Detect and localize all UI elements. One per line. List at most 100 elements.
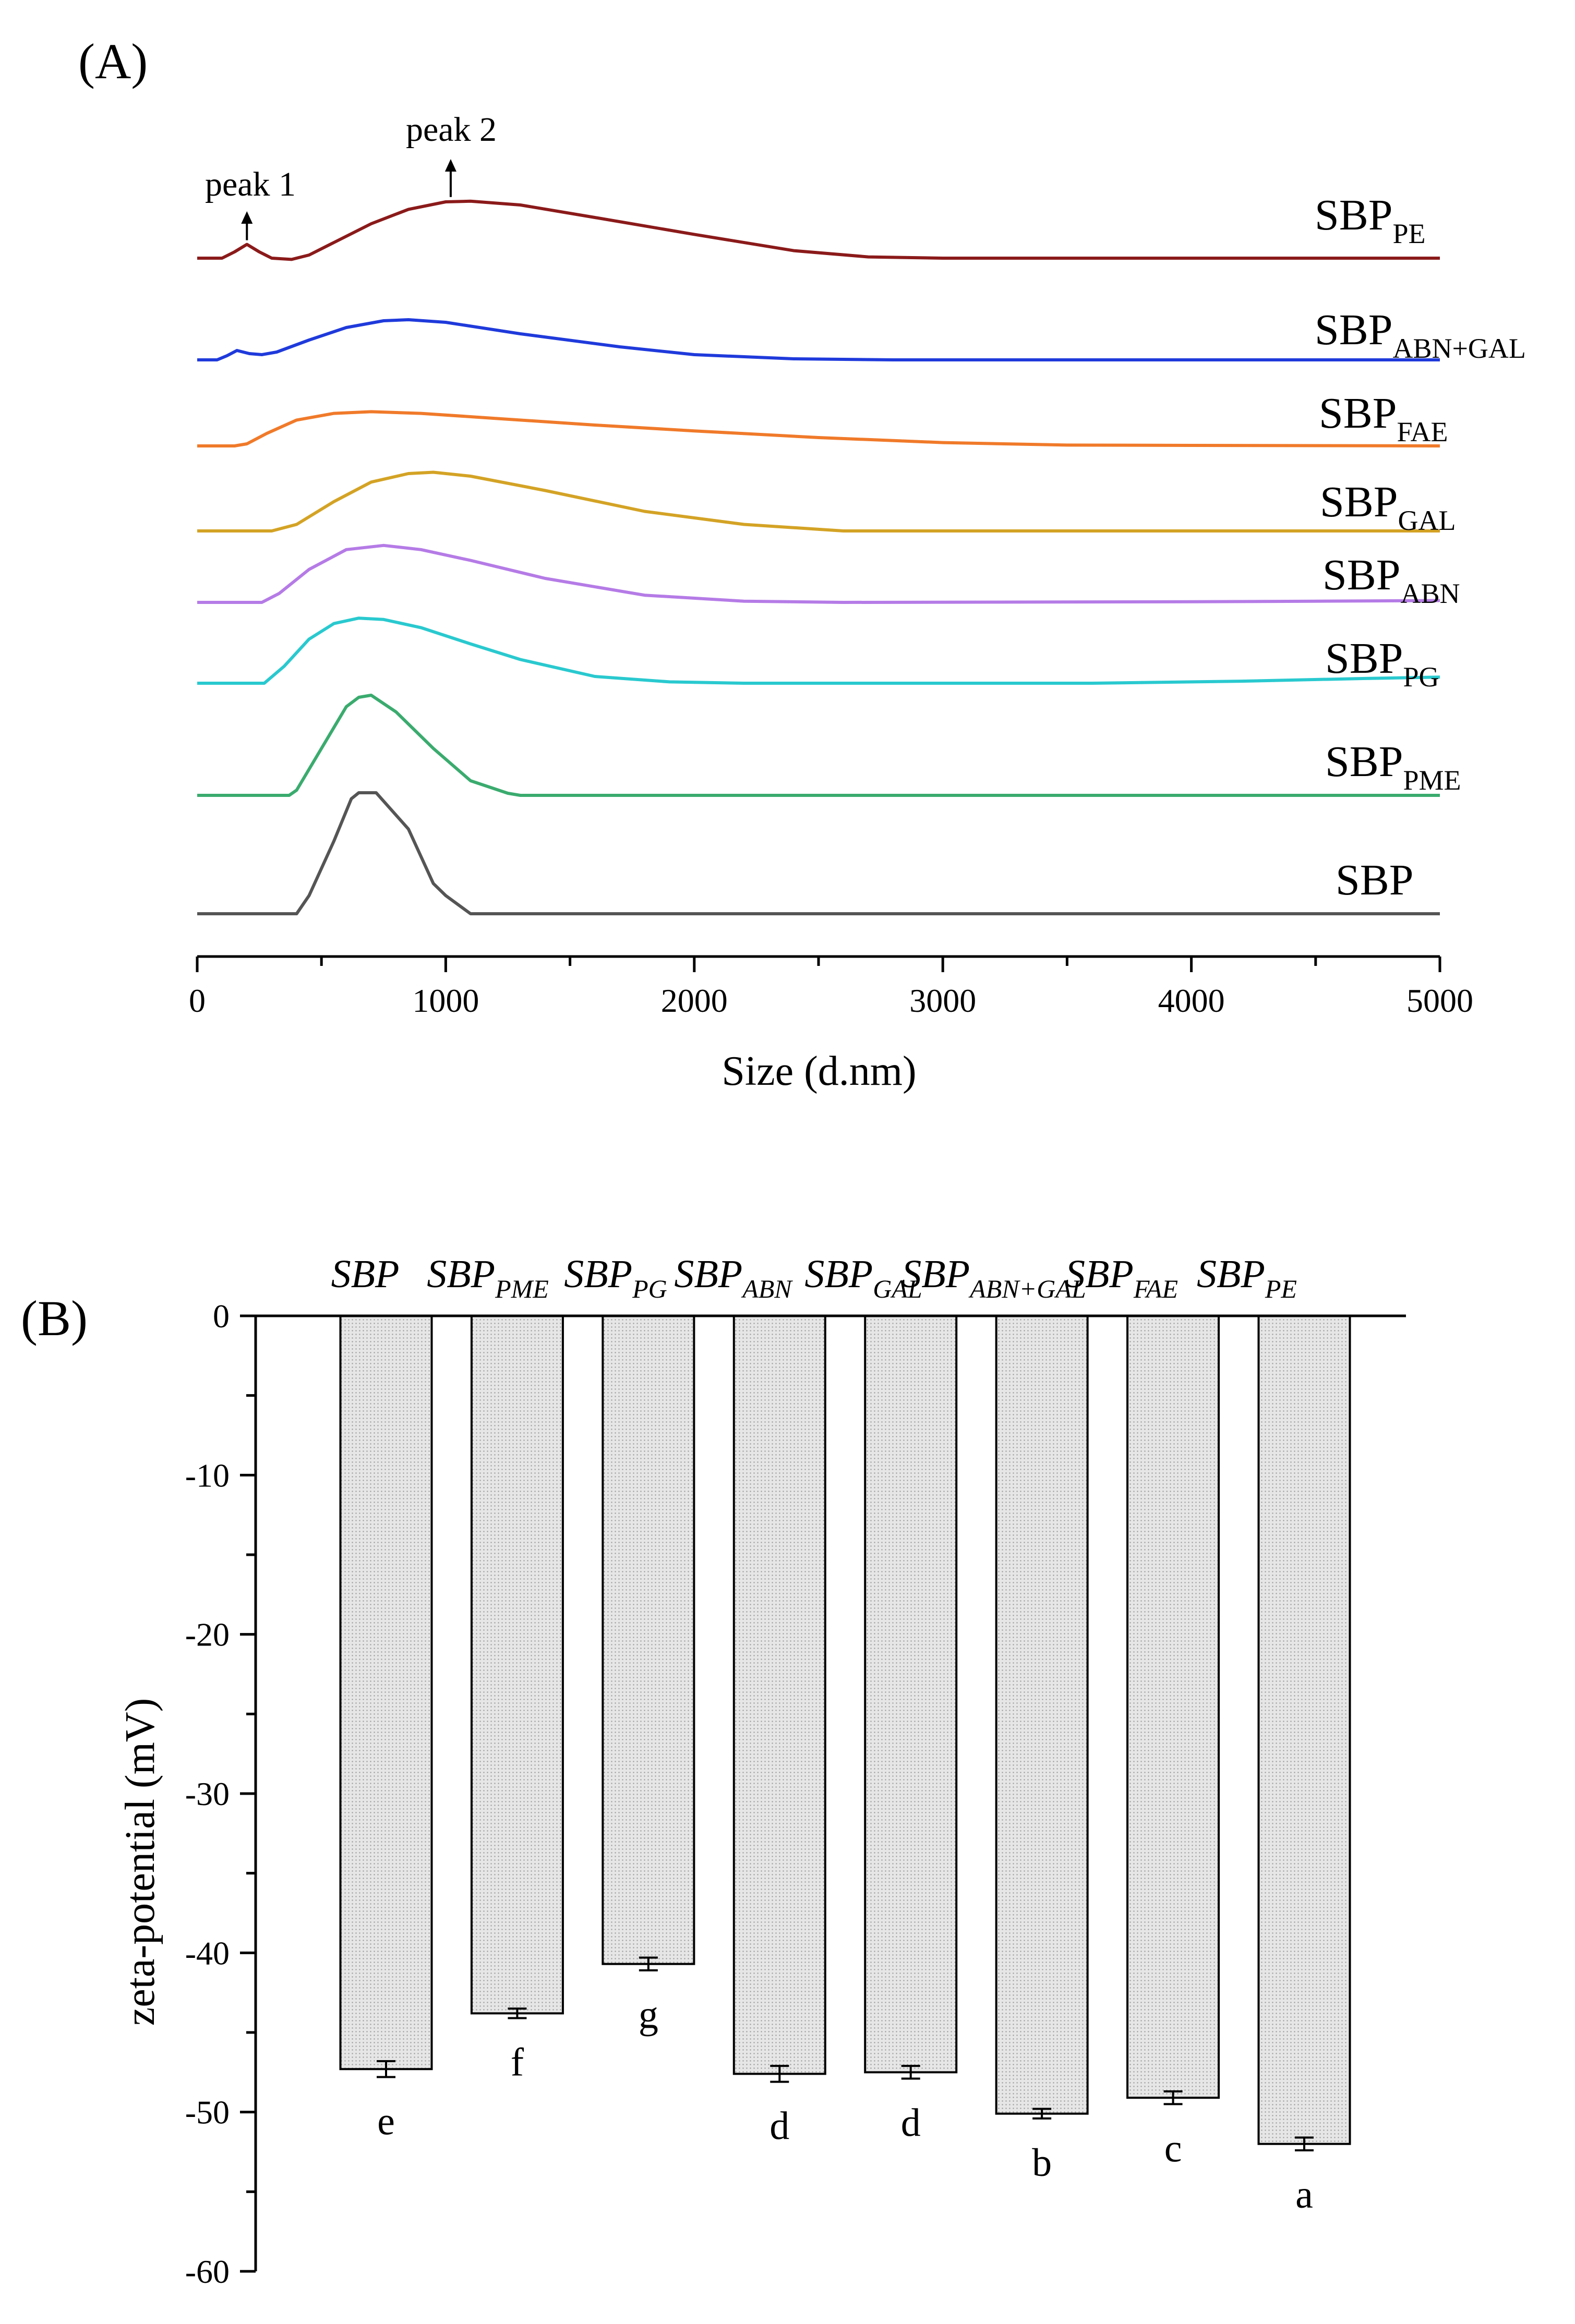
category-label-pme: SBPPME: [427, 1252, 549, 1303]
curve-label-fae-sub: FAE: [1397, 416, 1448, 447]
significance-letter: e: [377, 2099, 395, 2143]
category-label-abn-gal-base: SBP: [901, 1252, 970, 1296]
x-tick-label: 3000: [909, 982, 976, 1019]
peak-2-label: peak 2: [406, 111, 497, 149]
panel-a-curves: [197, 199, 1440, 915]
bar-pe: [1257, 1315, 1351, 2145]
peak-1-arrow-head: [241, 211, 253, 224]
curve-abn: [197, 543, 1440, 604]
category-label-pme-base: SBP: [427, 1252, 495, 1296]
x-tick-label: 0: [189, 982, 206, 1019]
panel-b-bars: [339, 1315, 1351, 2151]
y-tick-label: -50: [185, 2094, 230, 2131]
bar-sbp: [339, 1315, 433, 2071]
curve-abn-gal: [197, 318, 1440, 361]
curve-label-gal: SBPGAL: [1320, 478, 1456, 536]
category-label-pme-sub: PME: [495, 1274, 549, 1303]
category-label-pe-base: SBP: [1197, 1252, 1265, 1296]
curve-label-abn-gal-base: SBP: [1315, 306, 1392, 354]
curve-label-pe: SBPPE: [1315, 191, 1426, 249]
panel-b-significance-letters: e f g d d b c a: [377, 1993, 1313, 2217]
panel-a-x-axis: 0 1000 2000 3000 4000 5000: [189, 955, 1473, 1019]
curve-sbp: [197, 791, 1440, 915]
category-label-abn-base: SBP: [674, 1252, 742, 1296]
curve-label-fae: SBPFAE: [1319, 389, 1448, 447]
significance-letter: c: [1164, 2126, 1182, 2170]
curve-label-abn-base: SBP: [1322, 551, 1400, 599]
category-label-abn-gal-sub: ABN+GAL: [968, 1274, 1086, 1303]
curve-label-fae-base: SBP: [1319, 389, 1397, 438]
y-tick-label: -60: [185, 2253, 230, 2290]
curve-label-pe-base: SBP: [1315, 191, 1392, 239]
curve-label-gal-sub: GAL: [1398, 505, 1456, 536]
curve-pg: [197, 616, 1440, 685]
curve-label-pe-sub: PE: [1392, 218, 1425, 249]
panel-b-y-axis-title: zeta-potential (mV): [117, 1698, 163, 2026]
curve-pe: [197, 199, 1440, 261]
panel-a-label: (A): [78, 33, 148, 89]
curve-pme: [197, 694, 1440, 797]
bar-abn-gal: [995, 1315, 1089, 2115]
panel-b-axes: 0 -10 -20 -30 -40 -50 -60: [185, 1298, 1406, 2290]
curve-gal: [197, 470, 1440, 532]
category-label-pg-base: SBP: [564, 1252, 632, 1296]
y-tick-label: 0: [213, 1298, 230, 1335]
curve-label-abn-sub: ABN: [1400, 578, 1460, 609]
category-label-fae-sub: FAE: [1133, 1274, 1178, 1303]
category-label-abn: SBPABN: [674, 1252, 793, 1303]
x-tick-label: 4000: [1158, 982, 1225, 1019]
y-tick-label: -40: [185, 1934, 230, 1971]
x-tick-label: 5000: [1406, 982, 1473, 1019]
category-label-gal: SBPGAL: [804, 1252, 922, 1303]
panel-a-curve-labels: SBPPESBPABN+GALSBPFAESBPGALSBPABNSBPPGSB…: [1315, 191, 1526, 904]
curve-label-pme: SBPPME: [1325, 737, 1461, 796]
significance-letter: a: [1295, 2173, 1313, 2217]
category-label-sbp: SBP: [331, 1252, 400, 1296]
curve-label-abn-gal: SBPABN+GAL: [1315, 306, 1526, 364]
significance-letter: f: [511, 2041, 524, 2085]
category-label-sbp-base: SBP: [331, 1252, 400, 1296]
peak-2-arrow-head: [444, 159, 456, 172]
category-label-gal-sub: GAL: [873, 1274, 922, 1303]
category-label-abn-sub: ABN: [741, 1274, 793, 1303]
category-label-pg: SBPPG: [564, 1252, 667, 1303]
bar-abn: [732, 1315, 826, 2075]
significance-letter: d: [770, 2104, 789, 2148]
bar-pg: [602, 1315, 695, 1965]
curve-label-sbp: SBP: [1336, 856, 1413, 904]
category-label-fae-base: SBP: [1065, 1252, 1134, 1296]
x-tick-label: 2000: [661, 982, 728, 1019]
curve-label-pg-base: SBP: [1325, 634, 1403, 683]
curve-label-sbp-base: SBP: [1336, 856, 1413, 904]
bar-gal: [864, 1315, 958, 2074]
curve-fae: [197, 410, 1440, 447]
category-label-abn-gal: SBPABN+GAL: [901, 1252, 1086, 1303]
category-label-pg-sub: PG: [632, 1274, 667, 1303]
x-tick-label: 1000: [412, 982, 479, 1019]
curve-label-pg-sub: PG: [1403, 661, 1439, 693]
curve-label-abn-gal-sub: ABN+GAL: [1392, 333, 1525, 364]
panel-a: (A) SBPPESBPABN+GALSBPFAESBPGALSBPABNSBP…: [78, 33, 1526, 1094]
curve-label-abn: SBPABN: [1322, 551, 1460, 609]
significance-letter: d: [901, 2101, 921, 2145]
category-label-pe: SBPPE: [1197, 1252, 1297, 1303]
panel-a-x-axis-title: Size (d.nm): [722, 1048, 916, 1094]
category-label-gal-base: SBP: [804, 1252, 873, 1296]
y-tick-label: -30: [185, 1775, 230, 1812]
curve-label-pg: SBPPG: [1325, 634, 1439, 693]
significance-letter: b: [1032, 2141, 1052, 2185]
category-label-fae: SBPFAE: [1065, 1252, 1178, 1303]
bar-fae: [1126, 1315, 1220, 2099]
peak-1-label: peak 1: [205, 165, 296, 203]
curve-label-gal-base: SBP: [1320, 478, 1398, 526]
bar-pme: [470, 1315, 564, 2015]
y-tick-label: -20: [185, 1616, 230, 1653]
category-label-pe-sub: PE: [1265, 1274, 1297, 1303]
curve-label-pme-sub: PME: [1403, 765, 1461, 796]
panel-b-category-labels: SBP SBPPME SBPPG SBPABN SBPGALSBPABN+GALSBPF…: [331, 1252, 1297, 1303]
panel-b-label: (B): [21, 1290, 88, 1346]
panel-a-annotations: peak 1 peak 2: [205, 111, 497, 240]
y-tick-label: -10: [185, 1457, 230, 1494]
significance-letter: g: [639, 1993, 658, 2037]
